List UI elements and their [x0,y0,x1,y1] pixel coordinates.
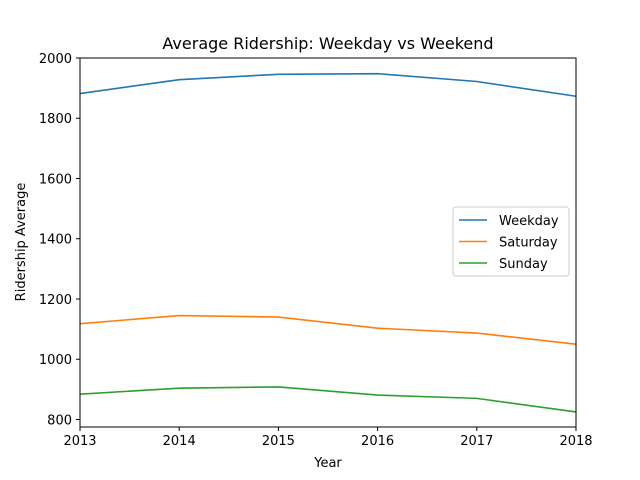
legend: Weekday Saturday Sunday [452,206,570,277]
y-tick-label: 1000 [39,353,72,368]
series-layer [79,72,577,413]
chart-title: Average Ridership: Weekday vs Weekend [162,34,493,53]
x-tick-label: 2016 [361,434,394,449]
x-tick-label: 2014 [163,434,196,449]
x-tick-label: 2015 [262,434,295,449]
y-tick-label: 1400 [39,233,72,248]
y-tick-label: 2000 [39,52,72,67]
y-tick-label: 1200 [39,293,72,308]
legend-box [452,206,570,277]
y-axis-label: Ridership Average [14,183,29,302]
x-tick-label: 2017 [460,434,493,449]
legend-label-weekday: Weekday [499,214,559,229]
y-tick-label: 1600 [39,172,72,187]
axes-frame [79,57,577,428]
x-tick-label: 2018 [559,434,592,449]
legend-label-saturday: Saturday [499,236,558,251]
series-line-saturday [79,314,577,345]
series-line-weekday [79,72,577,98]
series-line-sunday [79,386,577,413]
y-tick-label: 1800 [39,112,72,127]
x-axis-label: Year [313,456,342,471]
legend-label-sunday: Sunday [499,257,548,272]
x-tick-label: 2013 [63,434,96,449]
axes-layer: 2013 2014 2015 2016 2017 2018 800 1000 1200 1400 1… [39,52,593,449]
y-tick-label: 800 [47,413,72,428]
